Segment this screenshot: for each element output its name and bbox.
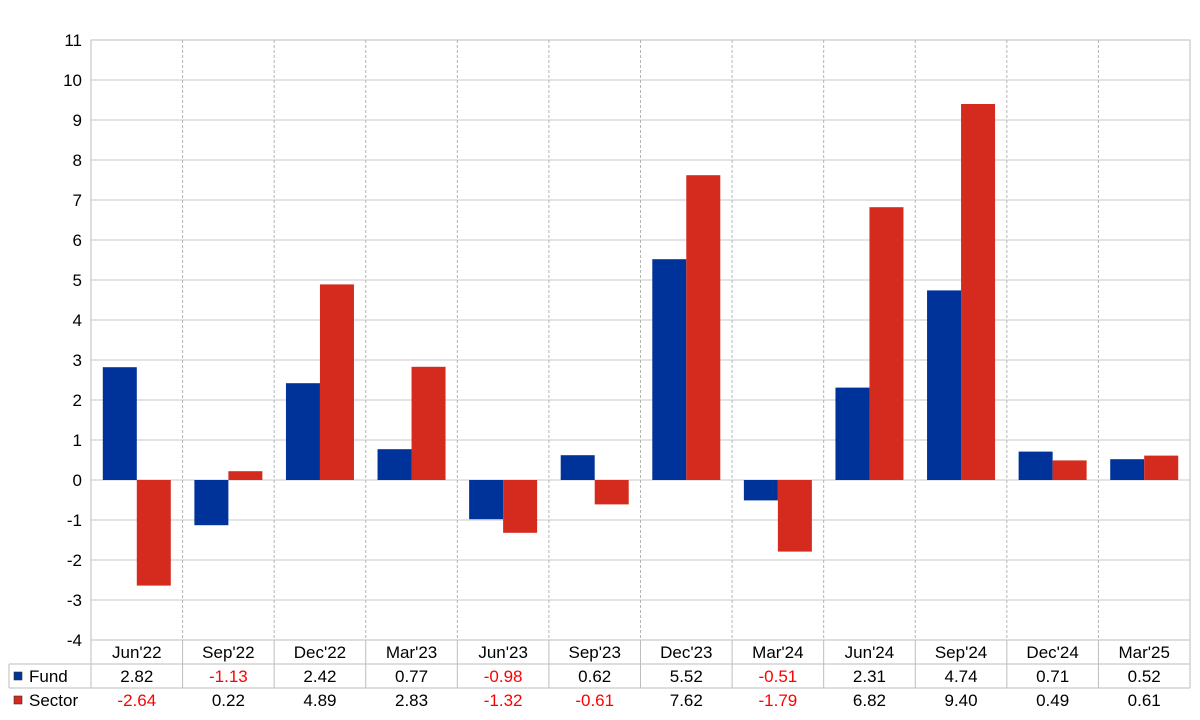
data-label-sector: 0.61 (1128, 691, 1161, 710)
bar-sector (503, 480, 538, 533)
y-tick-label: 1 (73, 431, 82, 450)
bar-sector (869, 207, 904, 480)
x-tick-label: Sep'24 (935, 643, 987, 662)
x-tick-label: Jun'22 (112, 643, 162, 662)
bar-sector (777, 480, 812, 552)
data-label-fund: 2.42 (303, 667, 336, 686)
data-table: Jun'22 Sep'22 Dec'22 Mar'23 Jun'23 Sep'23 Dec'… (8, 640, 1191, 710)
bar-fund (1018, 451, 1053, 480)
y-tick-label: 8 (73, 151, 82, 170)
data-label-sector: -1.79 (759, 691, 798, 710)
legend-label-sector: Sector (29, 691, 78, 710)
data-label-fund: -0.98 (484, 667, 523, 686)
data-label-sector: 9.40 (944, 691, 977, 710)
x-tick-label: Mar'24 (752, 643, 803, 662)
grid-lines (90, 39, 1191, 641)
bar-sector (1052, 460, 1087, 480)
y-tick-label: -3 (67, 591, 82, 610)
data-label-fund: 2.31 (853, 667, 886, 686)
bar-sector (136, 480, 171, 586)
data-label-sector: -2.64 (117, 691, 156, 710)
data-label-fund: 2.82 (120, 667, 153, 686)
x-tick-label: Mar'23 (386, 643, 437, 662)
data-label-fund: 0.71 (1036, 667, 1069, 686)
data-label-sector: -0.61 (575, 691, 614, 710)
data-label-fund: -1.13 (209, 667, 248, 686)
data-label-sector: 0.22 (212, 691, 245, 710)
x-tick-label: Sep'22 (202, 643, 254, 662)
bar-fund (469, 480, 504, 520)
bar-fund (1110, 459, 1145, 480)
bar-sector (594, 480, 629, 505)
bar-fund (927, 290, 962, 480)
x-tick-label: Dec'22 (294, 643, 346, 662)
bar-sector (1144, 455, 1179, 480)
data-label-sector: -1.32 (484, 691, 523, 710)
x-tick-label: Dec'23 (660, 643, 712, 662)
x-tick-label: Jun'24 (845, 643, 895, 662)
y-tick-label: 11 (64, 31, 82, 50)
data-label-fund: 0.77 (395, 667, 428, 686)
data-label-fund: 4.74 (944, 667, 977, 686)
data-label-sector: 4.89 (303, 691, 336, 710)
bar-fund (652, 259, 687, 480)
data-label-sector: 6.82 (853, 691, 886, 710)
data-label-fund: 0.62 (578, 667, 611, 686)
y-tick-label: 3 (73, 351, 82, 370)
y-tick-label: 5 (73, 271, 82, 290)
data-label-sector: 0.49 (1036, 691, 1069, 710)
y-tick-label: -2 (67, 551, 82, 570)
bar-sector (961, 104, 996, 480)
y-tick-label: 6 (73, 231, 82, 250)
y-tick-label: -1 (67, 511, 82, 530)
bar-sector (319, 284, 354, 480)
bar-sector (686, 175, 721, 480)
y-tick-label: 0 (73, 471, 82, 490)
legend-swatch-fund (13, 671, 23, 681)
y-tick-label: 7 (73, 191, 82, 210)
x-tick-label: Mar'25 (1118, 643, 1169, 662)
bar-fund (835, 387, 870, 480)
y-tick-label: 4 (73, 311, 82, 330)
bars (102, 104, 1179, 586)
bar-fund (743, 480, 778, 501)
bar-fund (194, 480, 229, 526)
y-tick-label: -4 (67, 631, 82, 650)
bar-fund (560, 455, 595, 480)
data-label-fund: 0.52 (1128, 667, 1161, 686)
legend-swatch-sector (13, 695, 23, 705)
bar-fund (102, 367, 137, 480)
y-tick-label: 9 (73, 111, 82, 130)
y-tick-label: 2 (73, 391, 82, 410)
bar-fund (377, 449, 412, 480)
bar-sector (228, 471, 263, 480)
data-label-fund: 5.52 (670, 667, 703, 686)
bar-fund (285, 383, 320, 480)
bar-sector (411, 366, 446, 480)
x-tick-label: Sep'23 (569, 643, 621, 662)
x-tick-label: Dec'24 (1026, 643, 1078, 662)
data-label-sector: 2.83 (395, 691, 428, 710)
data-label-fund: -0.51 (759, 667, 798, 686)
y-tick-label: 10 (63, 71, 82, 90)
data-label-sector: 7.62 (670, 691, 703, 710)
x-tick-label: Jun'23 (478, 643, 528, 662)
legend-label-fund: Fund (29, 667, 68, 686)
